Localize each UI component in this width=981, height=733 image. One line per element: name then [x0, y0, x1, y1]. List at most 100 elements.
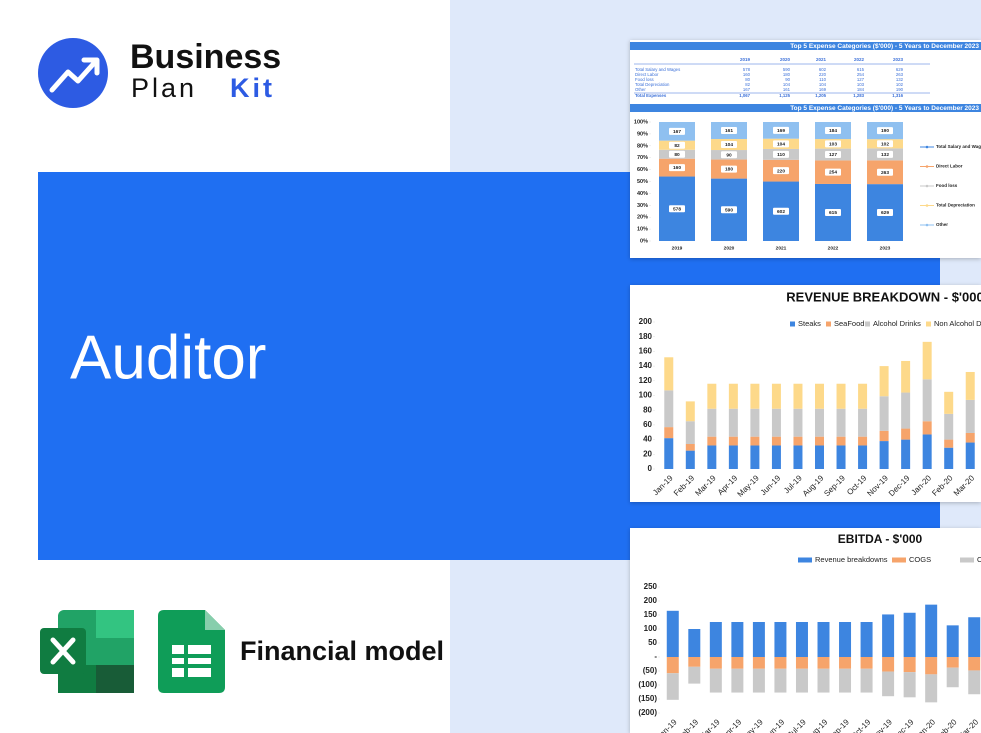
bar [750, 408, 760, 437]
data-label-bg [825, 208, 841, 216]
logo-arrow [49, 57, 100, 93]
data-label-bg [669, 127, 685, 135]
bar [793, 436, 803, 446]
table-cell: 127 [857, 77, 865, 82]
x-tick-label: 2020 [724, 245, 735, 251]
bar [965, 371, 975, 400]
table-cell: 104 [819, 82, 827, 87]
bar [946, 667, 959, 688]
bar [839, 657, 852, 669]
bar [664, 427, 674, 439]
chart-title: Top 5 Expense Categories ($'000) - 5 Yea… [790, 105, 979, 112]
bar [752, 657, 765, 669]
bar [836, 408, 846, 437]
bar [901, 360, 911, 393]
table-row-label: Direct Labor [635, 72, 659, 77]
x-tick-label: 2022 [828, 245, 839, 251]
table-total: 1,067 [739, 93, 750, 98]
table-total: 1,316 [892, 93, 903, 98]
data-label: 578 [673, 206, 681, 212]
bar [946, 657, 959, 668]
data-label: 220 [777, 168, 785, 174]
bar [965, 442, 975, 469]
bar [774, 668, 787, 693]
table-header: 2021 [816, 57, 827, 62]
chart-title: REVENUE BREAKDOWN - $'000 [786, 289, 981, 304]
bar [815, 383, 824, 409]
legend-marker [925, 204, 929, 207]
bar [925, 657, 938, 675]
table-cell: 161 [783, 87, 791, 92]
y-tick-label: 200 [644, 596, 658, 605]
data-label: 127 [829, 152, 837, 158]
table-cell: 132 [896, 77, 904, 82]
table-row-label: Food loss [635, 77, 654, 82]
data-label-bg [825, 140, 841, 148]
bar [882, 614, 895, 657]
data-label-bg [773, 207, 789, 215]
data-label-bg [721, 165, 737, 173]
bar [688, 657, 701, 667]
bar [793, 445, 803, 469]
data-label-bg [773, 126, 789, 134]
data-label-bg [721, 151, 737, 159]
data-label: 629 [881, 210, 889, 216]
bar [752, 668, 765, 693]
data-label: 102 [881, 141, 889, 147]
bar [688, 629, 701, 657]
bar [793, 408, 803, 437]
bar [728, 436, 738, 446]
bar [901, 439, 911, 469]
bar [903, 672, 916, 698]
bar [965, 432, 975, 443]
data-label: 80 [674, 152, 680, 158]
bar [879, 430, 889, 442]
bar [946, 625, 959, 657]
y-tick-label: (100) [638, 680, 657, 689]
y-tick-label: 30% [637, 203, 648, 209]
bar [707, 436, 717, 446]
y-tick-label: 140 [639, 361, 653, 370]
bar [731, 622, 744, 657]
data-label-bg [773, 167, 789, 175]
y-tick-label: 70% [637, 155, 648, 161]
bar [922, 421, 932, 435]
data-label-bg [669, 164, 685, 172]
table-cell: 190 [896, 87, 904, 92]
bar [685, 421, 695, 445]
bar [750, 436, 760, 446]
y-tick-label: 150 [644, 610, 658, 619]
bar [707, 383, 717, 409]
chart-panel: Top 5 Expense Categories ($'000) - 5 Yea… [630, 40, 981, 258]
legend-label: Direct Labor [936, 164, 963, 169]
bar [685, 444, 695, 451]
data-label-bg [825, 151, 841, 159]
bar [858, 436, 868, 446]
data-label: 169 [777, 128, 785, 134]
data-label-bg [877, 150, 893, 158]
bar [944, 447, 954, 469]
y-tick-label: (50) [643, 666, 658, 675]
table-cell: 82 [745, 82, 750, 87]
legend-label: Non Alcohol Drinks [934, 319, 981, 328]
bar [817, 657, 830, 669]
bar [879, 396, 889, 431]
bar [817, 622, 830, 657]
bar [771, 445, 781, 469]
bar [901, 428, 911, 440]
bar [707, 408, 717, 437]
y-tick-label: 40 [643, 435, 652, 444]
legend-label: Total Depreciation [936, 203, 975, 208]
data-label: 103 [829, 141, 837, 147]
data-label: 90 [726, 152, 732, 158]
data-label-bg [669, 150, 685, 158]
bar [901, 392, 911, 429]
y-tick-label: 40% [637, 191, 648, 197]
table-cell: 160 [743, 72, 751, 77]
bar [815, 436, 824, 446]
table-total: 1,205 [815, 93, 826, 98]
title-bar [630, 42, 981, 50]
legend-label: Total Salary and Wages [936, 144, 981, 149]
y-tick-label: (200) [638, 708, 657, 717]
bar [922, 379, 932, 422]
